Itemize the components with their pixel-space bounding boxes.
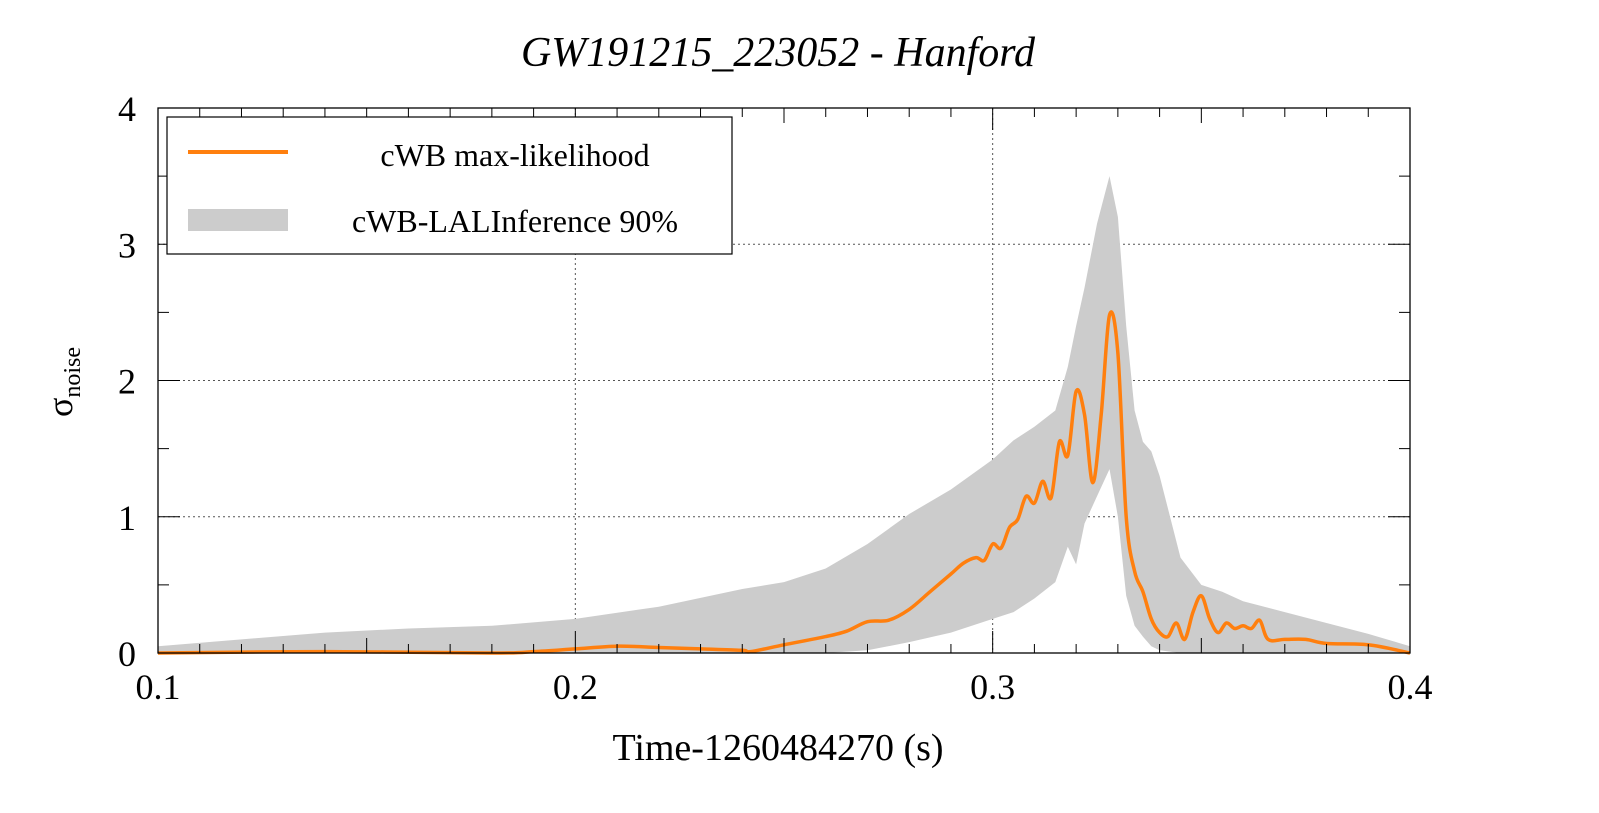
x-tick-label: 0.4 xyxy=(1388,667,1433,707)
legend-label-max-likelihood: cWB max-likelihood xyxy=(380,137,649,173)
x-tick-label: 0.3 xyxy=(970,667,1015,707)
y-tick-label: 4 xyxy=(118,89,136,129)
band-series-layer xyxy=(158,176,1410,653)
x-tick-label: 0.2 xyxy=(553,667,598,707)
legend-box xyxy=(166,116,733,255)
axes xyxy=(157,107,1411,654)
line-series-max-likelihood xyxy=(157,310,1411,655)
legend-band-swatch xyxy=(188,209,288,231)
legend-label-lalinference: cWB-LALInference 90% xyxy=(352,203,678,239)
svg-text:σnoise: σnoise xyxy=(40,347,86,417)
x-tick-label: 0.1 xyxy=(136,667,181,707)
legend: cWB max-likelihood cWB-LALInference 90% xyxy=(166,116,733,255)
tick-labels: 0.1 0.2 0.3 0.4 0 1 2 3 4 xyxy=(118,89,1433,707)
y-tick-label: 1 xyxy=(118,498,136,538)
y-axis-label: σnoise xyxy=(40,347,86,417)
chart-title: GW191215_223052 - Hanford xyxy=(521,30,1036,76)
y-tick-label: 3 xyxy=(118,225,136,265)
x-axis-label: Time-1260484270 (s) xyxy=(612,727,943,769)
y-axis-label-sub: noise xyxy=(60,347,86,398)
y-tick-label: 2 xyxy=(118,362,136,402)
y-axis-label-main: σ xyxy=(40,398,80,417)
line-series-layer xyxy=(157,310,1411,655)
y-tick-label: 0 xyxy=(118,634,136,674)
band-series-lalinference-90 xyxy=(158,176,1410,653)
